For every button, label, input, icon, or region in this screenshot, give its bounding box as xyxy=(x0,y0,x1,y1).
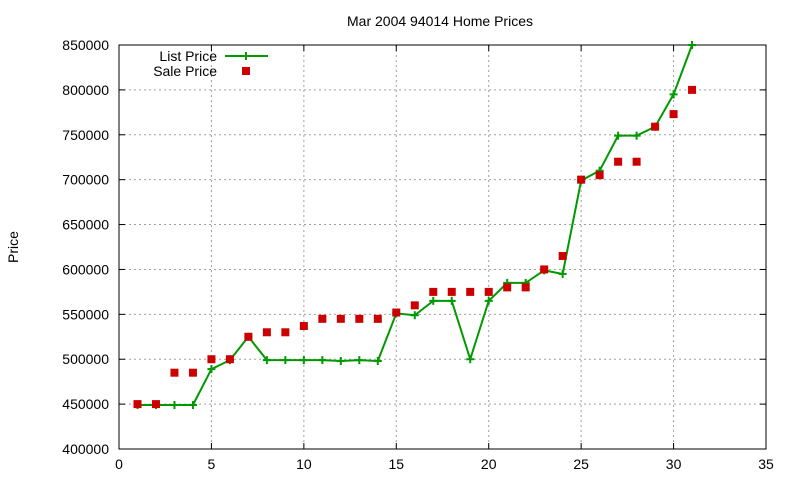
plot-frame xyxy=(118,44,767,450)
list-price-point xyxy=(447,296,456,305)
y-tick-label: 600000 xyxy=(62,261,109,277)
x-tick-label: 10 xyxy=(296,456,312,472)
sale-price-point xyxy=(447,287,456,296)
y-tick-label: 450000 xyxy=(62,396,109,412)
y-tick-label: 500000 xyxy=(62,351,109,367)
legend: List Price Sale Price xyxy=(153,48,268,79)
sale-price-point xyxy=(170,368,179,377)
grid xyxy=(119,45,766,449)
y-tick-label: 850000 xyxy=(62,37,109,53)
sale-price-point xyxy=(577,175,586,184)
x-tick-label: 30 xyxy=(666,456,682,472)
list-price-point xyxy=(614,131,623,140)
list-price-point xyxy=(262,356,271,365)
y-axis-label: Price xyxy=(5,231,21,263)
list-price-point xyxy=(558,269,567,278)
y-tick-label: 700000 xyxy=(62,172,109,188)
x-tick-label: 5 xyxy=(208,456,216,472)
list-price-point xyxy=(281,356,290,365)
sale-price-point xyxy=(299,322,308,331)
sale-price-point xyxy=(484,287,493,296)
list-price-point xyxy=(410,311,419,320)
legend-label-sale-price: Sale Price xyxy=(153,63,217,79)
list-price-point xyxy=(207,365,216,374)
x-tick-label: 15 xyxy=(388,456,404,472)
y-tick-label: 550000 xyxy=(62,306,109,322)
sale-price-point xyxy=(262,328,271,337)
sale-price-point xyxy=(318,314,327,323)
y-tick-label: 750000 xyxy=(62,127,109,143)
sale-price-point xyxy=(614,157,623,166)
list-price-point xyxy=(299,356,308,365)
sale-price-point xyxy=(669,110,678,119)
list-price-point xyxy=(318,356,327,365)
x-tick-label: 0 xyxy=(115,456,123,472)
sale-price-point xyxy=(392,308,401,317)
sale-price-point xyxy=(244,332,253,341)
sale-price-point xyxy=(651,122,660,131)
list-price-point xyxy=(632,131,641,140)
sale-price-point xyxy=(632,157,641,166)
sale-price-point xyxy=(373,314,382,323)
list-price-point xyxy=(336,357,345,366)
sale-price-point xyxy=(336,314,345,323)
sale-price-point xyxy=(188,368,197,377)
sale-price-point xyxy=(558,251,567,260)
sale-price-point xyxy=(207,355,216,364)
sale-price-point xyxy=(466,287,475,296)
sale-price-point xyxy=(355,314,364,323)
chart-title: Mar 2004 94014 Home Prices xyxy=(347,13,533,29)
axes xyxy=(118,44,767,450)
sale-price-point xyxy=(225,355,234,364)
list-price-point xyxy=(373,357,382,366)
legend-label-list-price: List Price xyxy=(159,48,217,64)
y-tick-label: 800000 xyxy=(62,82,109,98)
sale-price-point xyxy=(133,400,142,409)
list-price-point xyxy=(466,355,475,364)
sale-price-point xyxy=(521,283,530,292)
sale-price-point xyxy=(151,400,160,409)
x-tick-label: 25 xyxy=(573,456,589,472)
sale-price-point xyxy=(410,301,419,310)
ticks: 0 5 10 15 20 25 30 35 400000 450000 500000 550000 60… xyxy=(62,37,774,472)
sale-price-point xyxy=(540,265,549,274)
list-price-point xyxy=(355,356,364,365)
sale-price-point xyxy=(595,171,604,180)
x-tick-label: 20 xyxy=(481,456,497,472)
list-price-point xyxy=(669,90,678,99)
sale-price-point xyxy=(429,287,438,296)
y-tick-label: 400000 xyxy=(62,441,109,457)
list-price-point xyxy=(484,296,493,305)
legend-sample-sale-price xyxy=(242,67,250,75)
list-price-point xyxy=(688,41,697,49)
sale-price-point xyxy=(688,85,697,94)
list-price-point xyxy=(170,401,179,410)
sale-price-point xyxy=(503,283,512,292)
sale-price-point xyxy=(281,328,290,337)
x-tick-label: 35 xyxy=(758,456,774,472)
list-price-point xyxy=(188,401,197,410)
series xyxy=(133,41,697,410)
list-price-point xyxy=(429,296,438,305)
y-tick-label: 650000 xyxy=(62,217,109,233)
